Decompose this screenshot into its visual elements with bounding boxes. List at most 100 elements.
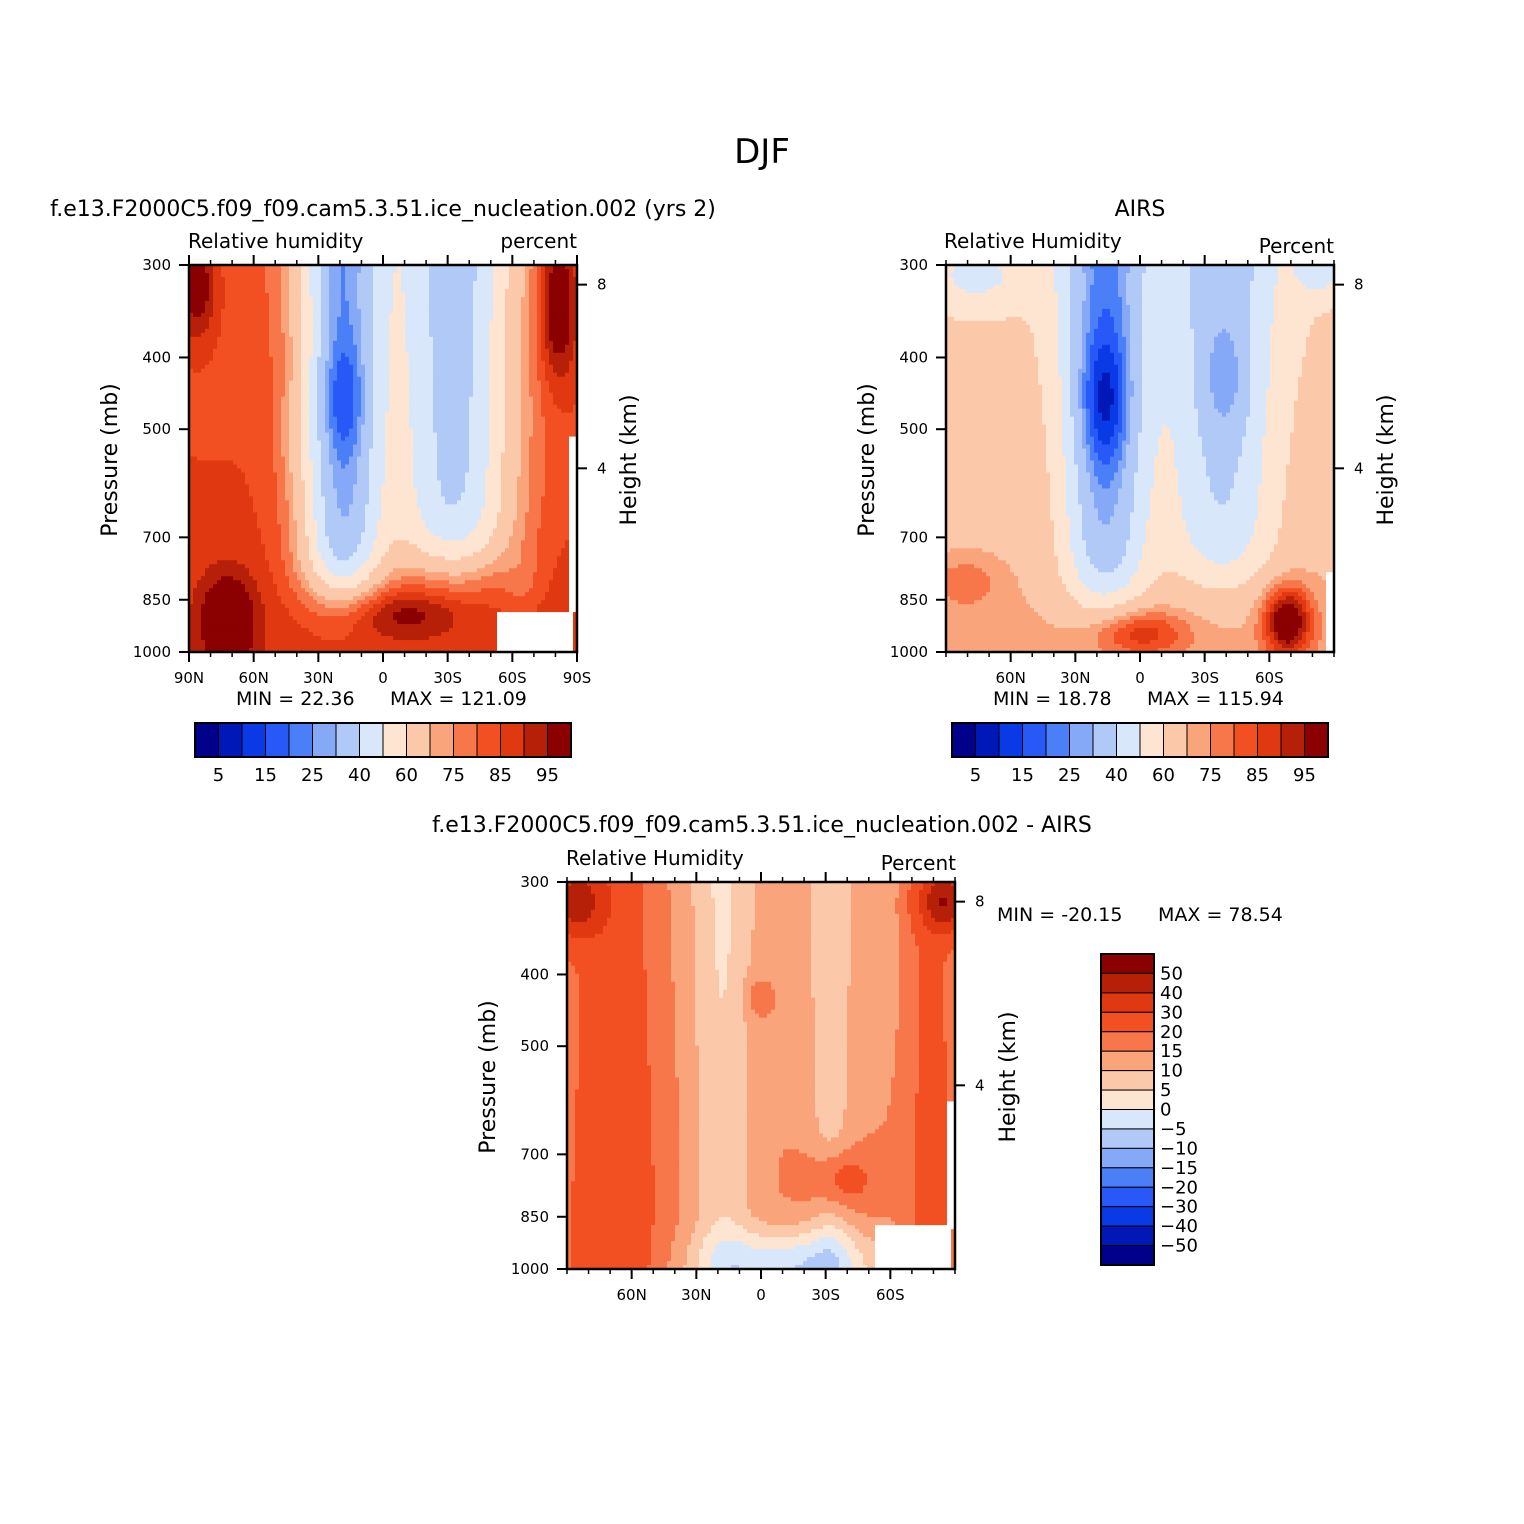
contour-cell	[1294, 412, 1335, 418]
contour-cell	[731, 945, 752, 951]
contour-cell	[369, 576, 386, 581]
contour-cell	[521, 300, 530, 306]
contour-cell	[269, 560, 286, 565]
contour-cell	[567, 1005, 580, 1011]
contour-cell	[505, 316, 522, 322]
contour-cell	[1298, 628, 1307, 633]
contour-cell	[373, 360, 390, 366]
contour-cell	[1190, 304, 1251, 310]
colorbar-label: 25	[301, 765, 324, 786]
contour-cell	[1086, 548, 1127, 553]
contour-cell	[541, 272, 546, 278]
contour-cell	[469, 444, 490, 450]
missing-data-cell	[569, 448, 578, 454]
contour-cell	[317, 376, 326, 382]
contour-cell	[329, 568, 358, 573]
contour-cell	[261, 596, 282, 601]
contour-cell	[441, 492, 462, 497]
contour-cell	[1250, 288, 1275, 294]
contour-cell	[265, 636, 322, 641]
contour-cell	[289, 432, 302, 438]
contour-cell	[545, 492, 570, 497]
missing-data-cell	[569, 604, 578, 609]
contour-cell	[775, 1005, 816, 1011]
contour-cell	[1094, 500, 1119, 505]
missing-data-cell	[875, 1257, 952, 1262]
contour-cell	[509, 276, 526, 282]
contour-cell	[1114, 472, 1123, 478]
contour-cell	[1098, 356, 1115, 362]
contour-cell	[1018, 580, 1063, 585]
contour-cell	[691, 889, 712, 895]
contour-cell	[489, 424, 506, 430]
contour-cell	[1062, 436, 1075, 442]
contour-cell	[1186, 576, 1251, 581]
contour-cell	[353, 368, 358, 374]
contour-cell	[529, 484, 546, 490]
contour-cell	[1142, 356, 1195, 362]
contour-cell	[473, 280, 494, 286]
contour-cell	[1078, 368, 1087, 374]
contour-cell	[946, 532, 1055, 537]
contour-cell	[1146, 524, 1187, 529]
contour-cell	[189, 452, 274, 458]
contour-cell	[1022, 588, 1067, 593]
contour-cell	[687, 1245, 704, 1250]
contour-cell	[485, 468, 502, 474]
contour-cell	[277, 484, 286, 490]
contour-cell	[281, 420, 290, 426]
contour-cell	[313, 340, 322, 346]
contour-cell	[361, 356, 374, 362]
colorbar-label: 40	[1105, 765, 1128, 786]
contour-cell	[943, 961, 956, 967]
contour-cell	[1230, 492, 1259, 497]
contour-cell	[265, 648, 498, 653]
contour-cell	[337, 488, 354, 494]
contour-cell	[1082, 316, 1091, 322]
contour-cell	[309, 364, 318, 370]
contour-cell	[1270, 624, 1275, 629]
contour-cell	[469, 464, 490, 470]
contour-cell	[951, 1241, 956, 1246]
contour-cell	[281, 548, 290, 553]
contour-cell	[994, 284, 1055, 290]
contour-cell	[441, 480, 466, 486]
contour-cell	[779, 1189, 844, 1194]
contour-cell	[1142, 552, 1203, 557]
contour-cell	[217, 580, 242, 585]
contour-cell	[1090, 444, 1095, 450]
contour-cell	[1258, 492, 1287, 497]
contour-cell	[421, 512, 482, 517]
contour-cell	[1094, 448, 1115, 454]
contour-cell	[1250, 300, 1275, 306]
contour-cell	[541, 500, 570, 505]
contour-cell	[505, 384, 522, 390]
contour-cell	[1078, 392, 1083, 398]
contour-cell	[1094, 388, 1099, 394]
contour-cell	[361, 580, 382, 585]
contour-cell	[501, 492, 518, 497]
contour-cell	[579, 1041, 648, 1047]
contour-cell	[1126, 344, 1131, 350]
contour-cell	[915, 1105, 948, 1111]
contour-cell	[1242, 624, 1255, 629]
contour-cell	[947, 1093, 956, 1099]
contour-cell	[493, 276, 510, 282]
contour-cell	[1070, 356, 1083, 362]
contour-cell	[413, 456, 438, 462]
contour-cell	[1266, 412, 1295, 418]
contour-cell	[393, 308, 406, 314]
contour-cell	[1006, 316, 1023, 322]
contour-cell	[1070, 336, 1083, 342]
contour-cell	[1154, 456, 1175, 462]
contour-cell	[313, 348, 322, 354]
contour-cell	[329, 304, 342, 310]
contour-cell	[699, 1261, 712, 1266]
contour-cell	[357, 584, 374, 589]
contour-cell	[1322, 632, 1327, 637]
contour-cell	[1074, 552, 1087, 557]
contour-cell	[1018, 584, 1067, 589]
contour-cell	[193, 588, 210, 593]
contour-cell	[1130, 528, 1147, 533]
contour-cell	[747, 1153, 784, 1158]
